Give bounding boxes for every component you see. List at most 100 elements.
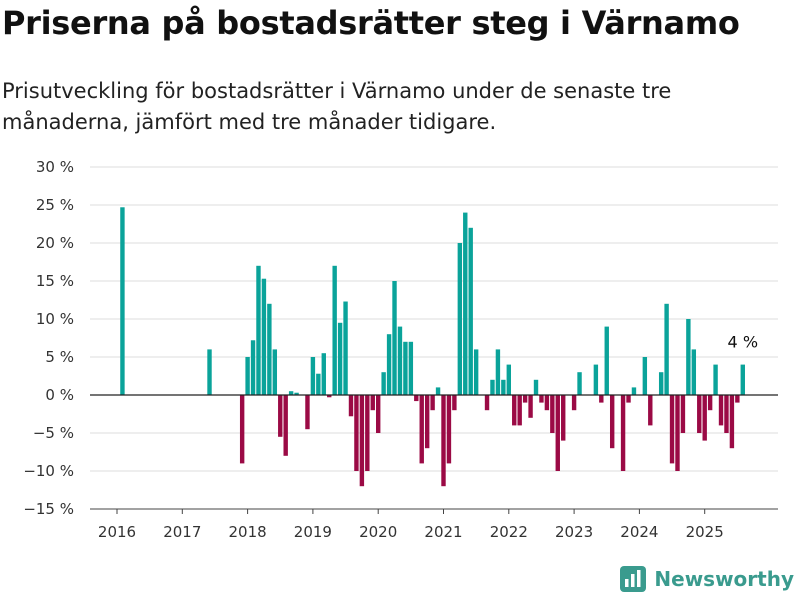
bar [724, 395, 729, 433]
y-tick-label: 30 % [36, 158, 74, 176]
bar [620, 395, 626, 471]
bar [441, 395, 446, 487]
bar [305, 395, 310, 430]
bar [354, 395, 359, 471]
y-tick-label: −15 % [23, 500, 74, 518]
bar [533, 379, 539, 395]
bar [386, 334, 392, 395]
bar [457, 243, 463, 395]
bar [648, 395, 653, 426]
bar [468, 227, 473, 395]
y-tick-label: 15 % [36, 272, 74, 290]
bar [686, 319, 691, 395]
x-tick-label: 2019 [294, 523, 332, 541]
chart-title: Priserna på bostadsrätter steg i Värnamo [2, 4, 740, 42]
x-tick-label: 2024 [620, 523, 658, 541]
bar [718, 395, 724, 426]
brand-name: Newsworthy [654, 567, 794, 591]
bar [707, 395, 713, 411]
bar [593, 364, 599, 395]
x-tick-label: 2022 [490, 523, 528, 541]
bar [321, 353, 326, 395]
bar [555, 395, 560, 471]
bar [267, 303, 272, 395]
tick-labels: −15 % −10 % −5 % 0 % 5 % 10 % 15 % 20 % 25 % 30 %… [23, 158, 758, 541]
bar [473, 349, 479, 395]
bar [120, 207, 125, 395]
bar [288, 391, 294, 395]
bar [609, 395, 615, 449]
bar [675, 395, 680, 471]
y-tick-label: −10 % [23, 462, 74, 480]
bar [239, 395, 245, 464]
bar [327, 395, 332, 398]
bar [343, 301, 348, 395]
bar [658, 372, 664, 395]
bar [729, 395, 735, 449]
bar [539, 395, 544, 403]
bar [365, 395, 370, 471]
bar [397, 326, 403, 395]
bar [348, 395, 354, 417]
x-tick-label: 2017 [163, 523, 201, 541]
bar [631, 387, 637, 395]
bar [419, 395, 424, 464]
bar [452, 395, 457, 411]
bar [680, 395, 686, 433]
bar [332, 265, 337, 395]
bar [522, 395, 528, 403]
bar [359, 395, 365, 487]
bar [713, 364, 718, 395]
bar [408, 341, 414, 395]
bars [120, 207, 745, 487]
x-tick-label: 2025 [686, 523, 724, 541]
bar [571, 395, 577, 411]
axes [90, 394, 778, 514]
bar [278, 395, 283, 437]
bar [272, 349, 278, 395]
chart-subtitle: Prisutveckling för bostadsrätter i Värna… [2, 79, 672, 134]
bar [626, 395, 631, 403]
bar [424, 395, 430, 449]
bar [414, 395, 419, 402]
bar [697, 395, 702, 433]
bar [517, 395, 522, 426]
bar [261, 278, 267, 395]
x-tick-label: 2018 [229, 523, 267, 541]
y-tick-label: 25 % [36, 196, 74, 214]
bar [664, 303, 669, 395]
bar [691, 349, 697, 395]
y-tick-label: 10 % [36, 310, 74, 328]
bar [435, 387, 441, 395]
bar [245, 357, 250, 395]
bar [430, 395, 435, 411]
y-tick-label: 0 % [45, 386, 74, 404]
bar [735, 395, 740, 403]
bar [283, 395, 288, 456]
bar [207, 349, 212, 395]
bar [256, 265, 261, 395]
bar [495, 349, 501, 395]
bar [310, 357, 316, 395]
bar [544, 395, 550, 411]
bar [528, 395, 533, 418]
bar [316, 373, 321, 395]
bar [337, 322, 343, 395]
bar [294, 392, 299, 395]
x-tick-label: 2020 [359, 523, 397, 541]
bar [446, 395, 452, 464]
bar [376, 395, 381, 433]
bar [484, 395, 490, 411]
y-tick-label: 5 % [45, 348, 74, 366]
bar [599, 395, 604, 403]
bar [250, 340, 256, 395]
bar [512, 395, 517, 426]
bar [669, 395, 675, 464]
bar [392, 281, 397, 395]
grid-lines [90, 166, 778, 510]
bar [403, 341, 408, 395]
bar [577, 372, 582, 395]
last-value-annotation: 4 % [728, 333, 758, 352]
bar [550, 395, 555, 433]
y-tick-label: 20 % [36, 234, 74, 252]
